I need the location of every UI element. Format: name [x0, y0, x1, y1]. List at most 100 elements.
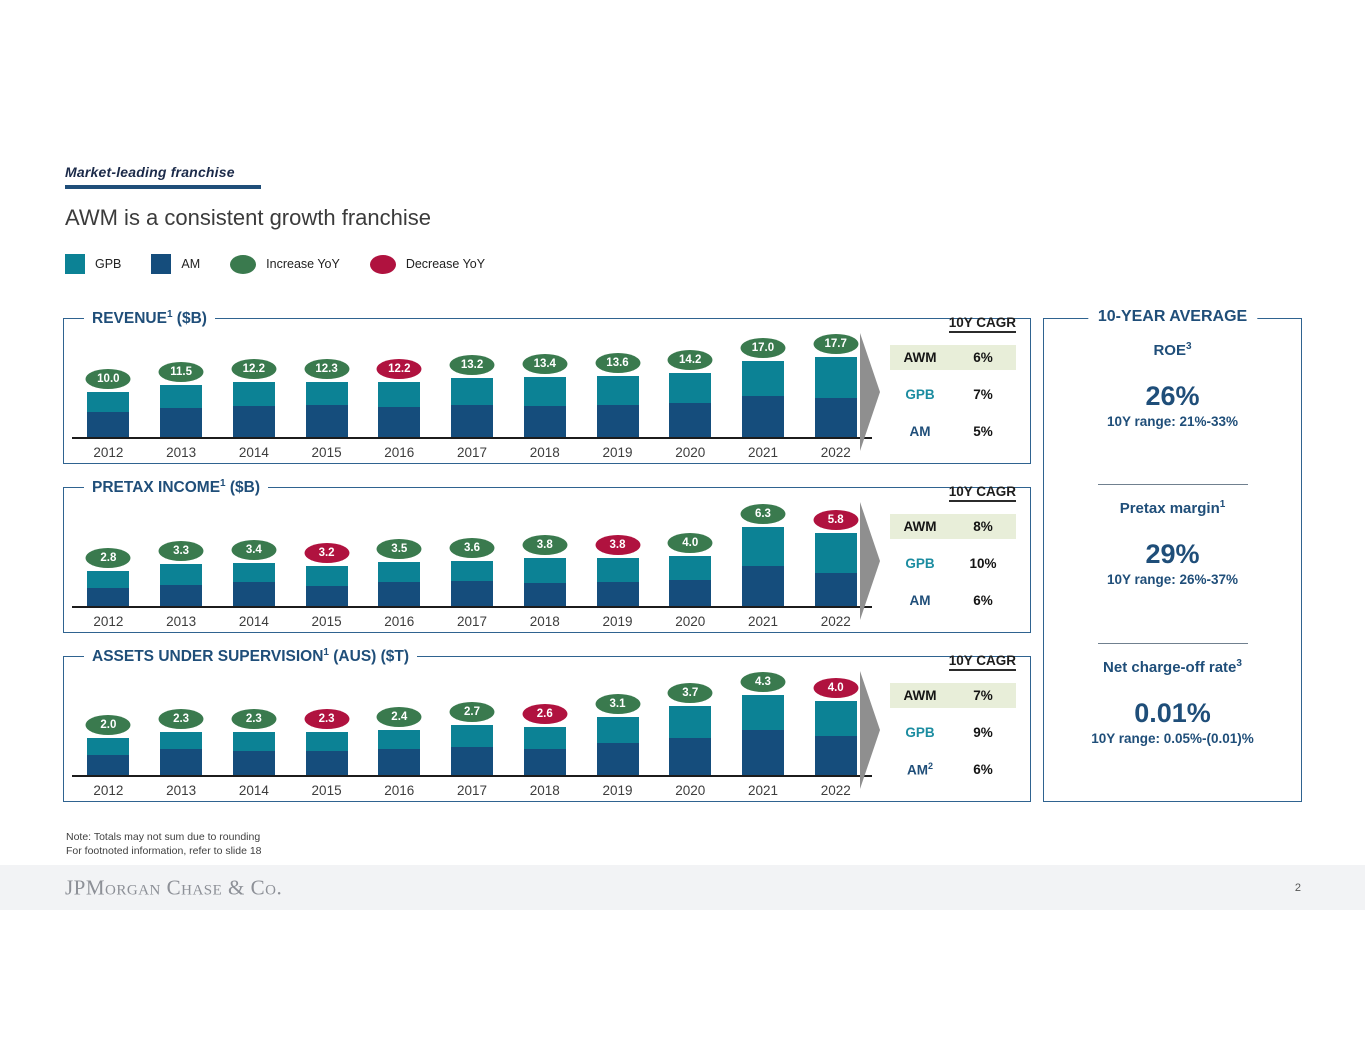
cagr-row-label: GPB: [905, 556, 935, 571]
cagr-row-value: 6%: [973, 350, 993, 365]
stat-value: 0.01%: [1134, 697, 1211, 728]
stacked-bar: [232, 732, 275, 775]
bar-segment-am: [741, 396, 784, 437]
am-swatch-icon: [151, 254, 172, 274]
bar-group: 2.0: [72, 657, 145, 775]
increase-yoy-badge: 3.4: [231, 540, 277, 561]
bar-segment-am: [160, 408, 203, 437]
stacked-bar: [232, 563, 275, 606]
cagr-row-label: AM2: [906, 761, 933, 778]
footnote-line: Note: Totals may not sum due to rounding: [66, 831, 261, 843]
stacked-bar: [596, 375, 639, 437]
stacked-bar: [305, 565, 348, 606]
increase-yoy-badge: 12.2: [231, 359, 277, 380]
bar-segment-am: [814, 573, 857, 606]
decrease-yoy-badge: 4.0: [813, 677, 859, 698]
cagr-row: AWM 7%: [890, 683, 1016, 708]
increase-yoy-badge: 17.7: [813, 334, 859, 355]
increase-yoy-badge: 4.0: [667, 532, 713, 553]
stacked-bar: [523, 376, 566, 437]
year-label: 2020: [675, 445, 706, 460]
bar-segment-gpb: [451, 724, 494, 748]
cagr-row-value: 6%: [973, 762, 993, 777]
bar-segment-am: [596, 582, 639, 606]
year-label: 2014: [238, 445, 269, 460]
increase-yoy-badge: 10.0: [85, 369, 131, 389]
bar-segment-gpb: [378, 561, 421, 583]
cagr-row: GPB 7%: [890, 382, 1016, 407]
increase-yoy-badge: 6.3: [740, 503, 786, 524]
eyebrow-label: Market-leading franchise: [65, 164, 235, 180]
bar-segment-am: [523, 748, 566, 775]
stacked-bar: [232, 382, 275, 437]
bar-segment-am: [669, 402, 712, 437]
yoy-ellipse-icon: [230, 254, 257, 274]
bar-group: 3.1: [581, 657, 654, 775]
cagr-row: AWM 6%: [890, 345, 1016, 370]
stat-range: 10Y range: 0.05%-(0.01)%: [1091, 730, 1254, 746]
stacked-bar: [814, 357, 857, 437]
stacked-bar: [741, 360, 784, 437]
year-label: 2013: [166, 445, 197, 460]
stacked-bar: [160, 732, 203, 775]
bars-plot: 2.8 3.3 3.4 3.2 3.5 3.6 3.8 3.8 4.0 6.3 5.8: [72, 488, 872, 608]
bar-segment-gpb: [160, 385, 203, 409]
bar-segment-gpb: [160, 564, 203, 585]
increase-yoy-badge: 3.5: [376, 538, 422, 559]
bar-segment-am: [378, 582, 421, 606]
jpmorgan-chase-logo: JPMorgan Chase & Co.: [65, 875, 283, 899]
increase-yoy-badge: 12.3: [304, 358, 350, 379]
stacked-bar: [741, 695, 784, 775]
bar-segment-am: [378, 748, 421, 775]
bar-group: 17.0: [727, 319, 800, 437]
bar-group: 10.0: [72, 319, 145, 437]
stacked-bar: [378, 730, 421, 775]
stat-label: Net charge-off rate3: [1103, 657, 1242, 676]
stat-label: ROE3: [1153, 341, 1192, 359]
year-label: 2017: [457, 614, 488, 629]
bar-segment-gpb: [669, 555, 712, 580]
bar-group: 17.7: [799, 319, 872, 437]
x-axis-labels: 2012 2013 2014 2015 2016 2017 2018 2019 2020 2021…: [72, 439, 872, 460]
cagr-row-label: AWM: [903, 519, 937, 534]
side-panel-sections: ROE3 26% 10Y range: 21%-33% Pretax margin1 2…: [1044, 319, 1301, 801]
bar-segment-gpb: [232, 382, 275, 406]
stacked-bar: [451, 724, 494, 775]
stacked-bar: [741, 526, 784, 606]
stat-label: Pretax margin1: [1119, 499, 1226, 518]
bar-segment-am: [87, 754, 130, 775]
stacked-bar: [814, 532, 857, 606]
bar-segment-am: [87, 411, 130, 437]
cagr-row-label: GPB: [905, 725, 935, 740]
bar-group: 12.3: [290, 319, 363, 437]
year-label: 2021: [747, 783, 778, 798]
year-label: 2012: [93, 445, 124, 460]
bar-segment-am: [523, 405, 566, 437]
bar-group: 11.5: [145, 319, 218, 437]
stacked-bar: [87, 737, 130, 775]
bar-segment-am: [87, 588, 130, 606]
cagr-table: 10Y CAGR AWM 8% GPB 10% AM 6%: [890, 484, 1016, 613]
cagr-row-label: AM: [909, 593, 931, 608]
decrease-yoy-badge: 2.6: [522, 703, 568, 724]
year-label: 2017: [457, 445, 488, 460]
bar-segment-gpb: [378, 382, 421, 407]
cagr-row: GPB 10%: [890, 551, 1016, 576]
bar-segment-gpb: [232, 563, 275, 583]
increase-yoy-badge: 2.4: [376, 707, 422, 728]
cagr-header: 10Y CAGR: [890, 484, 1016, 502]
year-label: 2016: [384, 614, 415, 629]
cagr-row-label: AM: [909, 424, 931, 439]
cagr-row: GPB 9%: [890, 720, 1016, 745]
stacked-bar: [87, 570, 130, 606]
bar-segment-gpb: [596, 375, 639, 406]
bar-group: 2.6: [508, 657, 581, 775]
year-label: 2014: [238, 783, 269, 798]
decrease-yoy-badge: 3.8: [595, 535, 640, 556]
bar-segment-am: [596, 405, 639, 437]
cagr-header: 10Y CAGR: [890, 315, 1016, 333]
increase-yoy-badge: 3.7: [667, 683, 713, 704]
bar-segment-gpb: [160, 732, 203, 749]
cagr-row: AM 5%: [890, 419, 1016, 444]
cagr-row-value: 5%: [973, 424, 993, 439]
